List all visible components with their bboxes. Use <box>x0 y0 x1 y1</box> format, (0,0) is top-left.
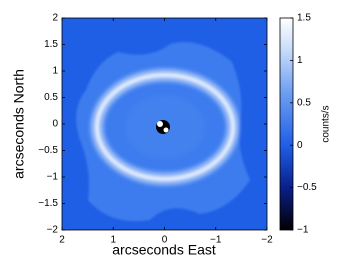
x-tick-label: 1 <box>110 235 116 246</box>
x-tick-label: 0 <box>162 235 168 246</box>
x-tick-label: −2 <box>261 235 273 246</box>
y-tick-label: −0.5 <box>38 145 58 156</box>
colorbar-tick-label: 0 <box>297 140 303 151</box>
x-tick-label: 2 <box>59 235 65 246</box>
colorbar-tick-label: 0.5 <box>297 97 311 108</box>
y-tick-label: 0 <box>52 119 58 130</box>
y-axis-label: arcseconds North <box>11 69 27 179</box>
y-tick-label: −2 <box>47 225 59 236</box>
y-tick-label: 0.5 <box>44 92 58 103</box>
y-tick-label: 1 <box>52 66 58 77</box>
colorbar-label: counts/s <box>321 105 332 142</box>
colorbar <box>279 17 294 231</box>
colorbar-tick-label: −0.5 <box>297 182 317 193</box>
y-tick-label: −1.5 <box>38 198 58 209</box>
y-tick-label: 2 <box>52 13 58 24</box>
colorbar-tick-label: 1.5 <box>297 13 311 24</box>
y-tick-label: 1.5 <box>44 39 58 50</box>
x-tick-label: −1 <box>210 235 222 246</box>
colorbar-tick-label: 1 <box>297 55 303 66</box>
colorbar-tick-label: −1 <box>297 225 309 236</box>
x-axis-label: arcseconds East <box>112 242 216 258</box>
y-tick-label: −1 <box>47 172 59 183</box>
image <box>62 18 267 230</box>
